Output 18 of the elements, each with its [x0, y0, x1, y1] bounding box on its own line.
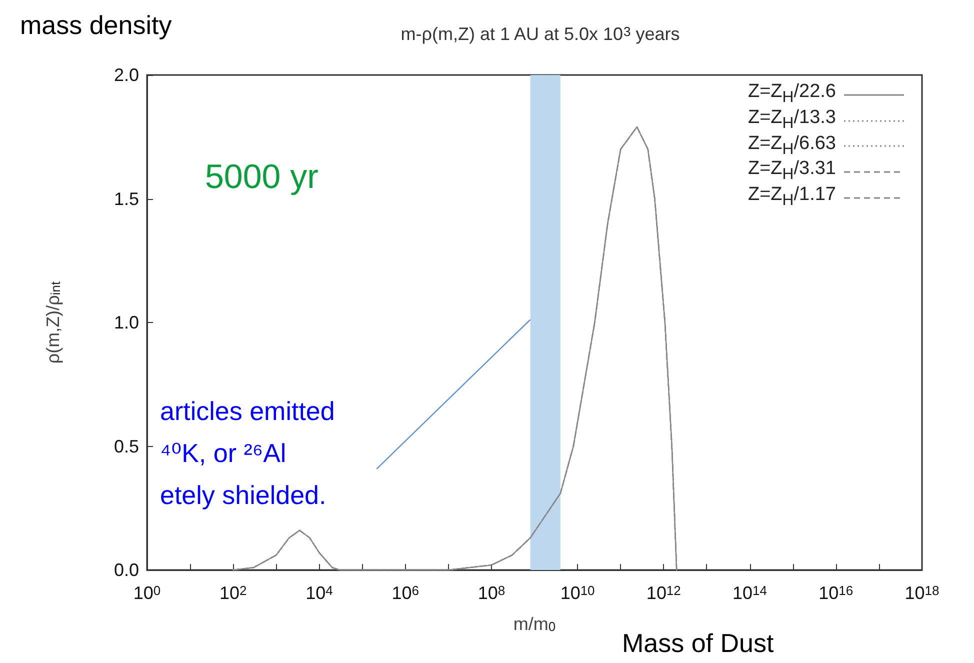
legend-label: Z=Z$_{H}$/6.63 — [748, 132, 836, 160]
annotation: articles emitted — [160, 396, 335, 426]
legend-label: Z=Z$_{H}$/13.3 — [748, 106, 836, 134]
text: mass density — [20, 10, 172, 40]
annotation: etely shielded. — [160, 480, 326, 510]
text: Mass of Dust — [622, 628, 774, 658]
annotation: ⁴⁰K, or ²⁶Al — [160, 438, 286, 468]
legend-label: Z=Z$_{H}$/1.17 — [748, 184, 836, 211]
y-tick-label: 0.0 — [114, 560, 139, 580]
legend-label: Z=Z$_{H}$/3.31 — [748, 158, 836, 186]
annotation: 5000 yr — [205, 158, 318, 196]
y-tick-label: 2.0 — [114, 65, 139, 85]
x-axis-title: m/m0 — [513, 614, 556, 634]
y-tick-label: 1.5 — [114, 188, 139, 209]
y-tick-label: 0.5 — [114, 436, 139, 456]
y-tick-label: 1.0 — [114, 312, 139, 332]
legend-label: Z=Z$_{H}$/22.6 — [748, 81, 836, 108]
y-axis-title: ρ(m,Z)/ρint — [43, 281, 63, 364]
